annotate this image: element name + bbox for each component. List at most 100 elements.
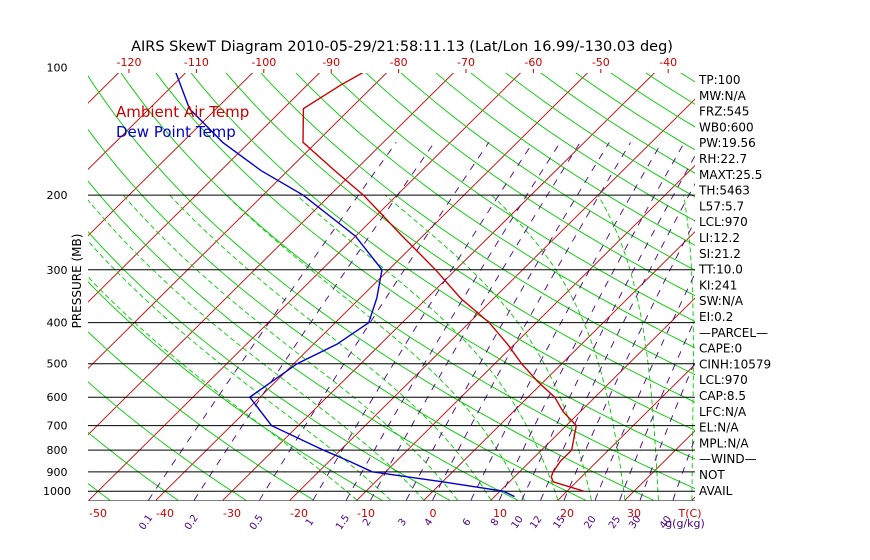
dry-adiabat-line [88, 331, 314, 501]
pressure-tick-label: 600 [47, 391, 68, 404]
pressure-tick-label: 300 [47, 264, 68, 277]
stability-index: EL:N/A [699, 421, 739, 435]
moist-adiabat-line [88, 276, 358, 501]
dry-adiabat-line [88, 231, 450, 501]
mixing-ratio-label: 20 [582, 514, 598, 531]
moist-adiabat-line [491, 194, 626, 501]
bottom-tick-label: 20 [560, 507, 574, 520]
bottom-tick-label: -10 [357, 507, 375, 520]
top-tick-labels: -120 -110 -100 -90 -80 -70 -60 -50 -40 [117, 56, 677, 73]
dry-adiabat-line [777, 68, 870, 501]
isotherm-line [222, 73, 656, 501]
top-tick-label: -70 [457, 56, 475, 69]
isotherm-line [557, 363, 695, 501]
stability-index: LCL:970 [699, 373, 748, 387]
dry-adiabat-line [295, 73, 695, 349]
stability-index: KI:241 [699, 278, 737, 292]
stability-index: AVAIL [699, 484, 733, 498]
stability-index: CINH:10579 [699, 357, 771, 371]
isotherm-line [88, 73, 388, 370]
stability-index: EI:0.2 [699, 310, 733, 324]
moist-adiabat-line [296, 194, 559, 501]
mixing-ratio-line [370, 142, 581, 501]
isotherm-line [289, 98, 695, 501]
bottom-tick-label: -50 [89, 507, 107, 520]
bottom-tick-label: 0 [430, 507, 437, 520]
moist-adiabat-line [169, 194, 492, 501]
moist-adiabat-line [122, 194, 458, 501]
stability-index: WB0:600 [699, 120, 754, 134]
stability-index: LCL:970 [699, 215, 748, 229]
pressure-tick-label: 200 [47, 189, 68, 202]
stability-index: FRZ:545 [699, 105, 749, 119]
stability-index: NOT [699, 468, 725, 482]
mixing-ratio-label: 1.5 [334, 513, 352, 532]
pressure-tick-label: 100 [47, 62, 68, 75]
dry-adiabat-line [155, 73, 695, 460]
stability-index: —PARCEL— [699, 326, 768, 340]
moist-adiabat-line [384, 194, 592, 501]
pressure-tick-label: 1000 [43, 485, 71, 498]
dry-adiabat-line [505, 73, 695, 198]
top-tick-label: -50 [592, 56, 610, 69]
dry-adiabat-line [88, 180, 518, 501]
stability-index: L57:5.7 [699, 199, 744, 213]
dry-adiabat-line [811, 68, 870, 501]
isotherm-line [88, 73, 455, 436]
moist-adiabat-line [88, 199, 425, 501]
mixing-ratio-unit: g(g/kg) [665, 517, 705, 530]
dry-adiabat-line [88, 75, 654, 501]
stability-index: —WIND— [699, 452, 757, 466]
isotherm-line [88, 73, 522, 501]
top-tick-label: -100 [251, 56, 276, 69]
stability-index: TT:10.0 [698, 263, 743, 277]
mixing-ratio-label: 3 [397, 517, 410, 529]
bottom-axis-unit: T(C) [678, 507, 702, 520]
stability-index: MPL:N/A [699, 436, 749, 450]
isotherm-line [88, 73, 321, 303]
bottom-tick-label: 10 [493, 507, 507, 520]
dry-adiabat-line [88, 431, 179, 501]
mixing-ratio-label: 8 [489, 517, 502, 529]
bottom-tick-label: 30 [627, 507, 641, 520]
dry-adiabat-line [435, 73, 695, 246]
pressure-tick-label: 500 [47, 358, 68, 371]
dry-adiabat-line [225, 73, 695, 403]
dry-adiabat-line [88, 381, 247, 501]
dry-adiabat-line [742, 68, 870, 501]
pressure-tick-label: 400 [47, 317, 68, 330]
mixing-ratio-line [345, 142, 561, 501]
mixing-ratio-label: 6 [461, 517, 474, 529]
stability-index: LFC:N/A [699, 405, 747, 419]
isotherm-line [88, 73, 187, 171]
stability-index: CAPE:0 [699, 342, 742, 356]
isobar-lines [88, 194, 695, 501]
isotherm-line [826, 68, 870, 500]
top-tick-label: -90 [322, 56, 340, 69]
bottom-tick-label: -30 [223, 507, 241, 520]
bottom-tick-label: -20 [290, 507, 308, 520]
dry-adiabat-line [470, 73, 695, 222]
top-tick-label: -60 [524, 56, 542, 69]
mixing-ratio-line [432, 142, 631, 501]
mixing-ratio-label: 2 [361, 517, 374, 529]
mixing-ratio-label: 25 [607, 514, 623, 531]
dry-adiabat-lines [88, 68, 870, 501]
stability-index: LI:12.2 [699, 231, 740, 245]
plot-area [0, 68, 870, 501]
stability-index: SW:N/A [699, 294, 744, 308]
pressure-tick-label: 800 [47, 444, 68, 457]
isotherm-line [0, 68, 57, 500]
mixing-ratio-label: 10 [510, 514, 526, 531]
dry-adiabat-line [88, 482, 111, 501]
bottom-tick-labels: -50 -40 -30 -20 -10 0 10 20 30 [89, 507, 641, 520]
mixing-ratio-label: 0.1 [137, 513, 155, 532]
isotherm-line [490, 297, 695, 501]
mixing-ratio-line [540, 182, 695, 501]
dry-adiabat-line [120, 73, 695, 490]
dew-point-line [175, 73, 515, 498]
stability-index: MW:N/A [699, 89, 747, 103]
stability-index: MAXT:25.5 [699, 168, 762, 182]
top-tick-label: -40 [659, 56, 677, 69]
